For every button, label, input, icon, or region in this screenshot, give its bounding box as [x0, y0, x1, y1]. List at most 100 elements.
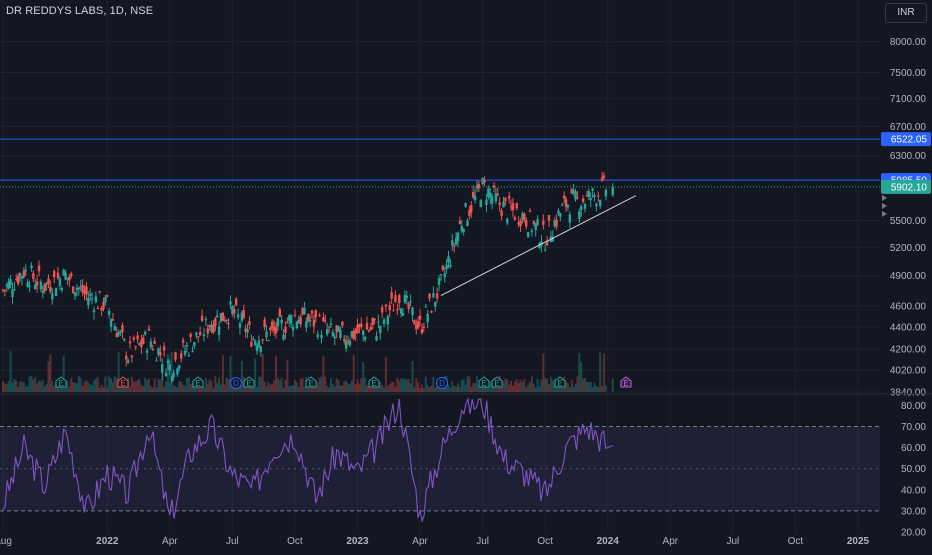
volume-bar: [83, 382, 86, 392]
volume-bar: [381, 384, 384, 392]
candle-body: [174, 352, 177, 360]
volume-bar: [479, 383, 482, 392]
candle-body: [479, 200, 482, 207]
candle-body: [303, 307, 306, 315]
candle-body: [466, 220, 469, 226]
dividend-marker-icon[interactable]: [436, 377, 448, 389]
candle-body: [307, 314, 310, 322]
alert-marker-icon[interactable]: [882, 194, 887, 201]
candle-body: [611, 186, 614, 196]
candle-body: [320, 334, 323, 339]
trend-line[interactable]: [440, 195, 636, 296]
volume-bar: [218, 377, 221, 392]
volume-bar: [64, 385, 67, 392]
candle-body: [221, 312, 225, 321]
earnings-marker-icon[interactable]: [620, 376, 632, 388]
candle-body: [11, 289, 14, 298]
volume-bar: [134, 381, 137, 392]
currency-button[interactable]: INR: [885, 3, 927, 23]
earnings-marker-icon[interactable]: [368, 376, 380, 388]
volume-bar: [136, 380, 139, 392]
rsi-axis-label: 20.00: [901, 528, 926, 539]
candle-body: [145, 350, 149, 353]
candle-body: [401, 313, 405, 316]
volume-bar: [36, 383, 39, 392]
volume-bar: [47, 361, 50, 392]
volume-bar: [335, 378, 338, 392]
candle-body: [104, 297, 107, 303]
volume-bar: [593, 382, 596, 392]
candle-body: [297, 319, 300, 324]
volume-bar: [540, 379, 543, 392]
candle-body: [557, 210, 560, 214]
volume-bar: [159, 380, 162, 392]
candle-body: [147, 328, 151, 331]
candle-body: [276, 318, 280, 327]
candle-body: [83, 290, 86, 294]
earnings-marker-icon[interactable]: [55, 376, 67, 388]
candle-body: [348, 340, 352, 346]
candle-body: [30, 265, 33, 269]
earnings-marker-icon[interactable]: [554, 376, 566, 388]
volume-bar: [426, 385, 429, 392]
candle-body: [166, 360, 170, 364]
candle-body: [487, 188, 490, 198]
earnings-marker-icon[interactable]: [243, 376, 255, 388]
candle-body: [310, 310, 314, 314]
earnings-marker-icon[interactable]: [491, 376, 503, 388]
volume-bar: [582, 378, 585, 392]
candle-body: [208, 325, 211, 328]
candle-body: [66, 277, 69, 280]
volume-bar: [20, 381, 23, 392]
candle-body: [396, 309, 399, 311]
candle-body: [102, 301, 105, 309]
alert-marker-icon[interactable]: [882, 210, 887, 217]
candle-body: [439, 274, 443, 276]
volume-bar: [489, 380, 492, 392]
earnings-marker-icon[interactable]: [117, 376, 129, 388]
candle-body: [263, 319, 266, 327]
candle-body: [547, 215, 551, 221]
volume-bar: [324, 376, 327, 392]
candle-body: [494, 193, 498, 202]
earnings-marker-icon[interactable]: [192, 376, 204, 388]
dividend-marker-icon[interactable]: [230, 377, 242, 389]
marker-label: E: [308, 379, 313, 388]
candle-body: [301, 308, 304, 315]
candle-body: [153, 341, 156, 344]
volume-bar: [104, 376, 107, 392]
volume-bar: [364, 377, 367, 392]
volume-bar: [292, 385, 295, 392]
volume-bar: [221, 354, 224, 392]
candle-body: [416, 321, 420, 328]
candle-body: [183, 350, 187, 355]
volume-bar: [525, 387, 528, 392]
candle-body: [62, 269, 65, 276]
alert-marker-icon[interactable]: [882, 202, 887, 209]
candle-body: [227, 323, 230, 325]
volume-bar: [534, 387, 537, 392]
candle-body: [507, 196, 511, 199]
price-axis-label: 4400.00: [890, 323, 927, 334]
price-axis-label: 4600.00: [890, 301, 927, 312]
volume-bar: [267, 381, 270, 392]
volume-bar: [419, 387, 422, 392]
volume-bar: [220, 384, 223, 392]
volume-bar: [415, 378, 418, 392]
candle-body: [286, 322, 289, 324]
volume-bar: [570, 379, 573, 392]
volume-bar: [204, 377, 207, 392]
candle-body: [445, 264, 448, 270]
earnings-marker-icon[interactable]: [305, 376, 317, 388]
earnings-marker-icon[interactable]: [478, 376, 490, 388]
candle-body: [5, 284, 8, 287]
volume-bar: [140, 384, 143, 392]
volume-bar: [441, 387, 444, 392]
candle-body: [126, 360, 130, 363]
candle-body: [443, 273, 446, 278]
candle-body: [299, 316, 302, 325]
candle-body: [22, 270, 26, 278]
volume-bar: [129, 386, 132, 392]
